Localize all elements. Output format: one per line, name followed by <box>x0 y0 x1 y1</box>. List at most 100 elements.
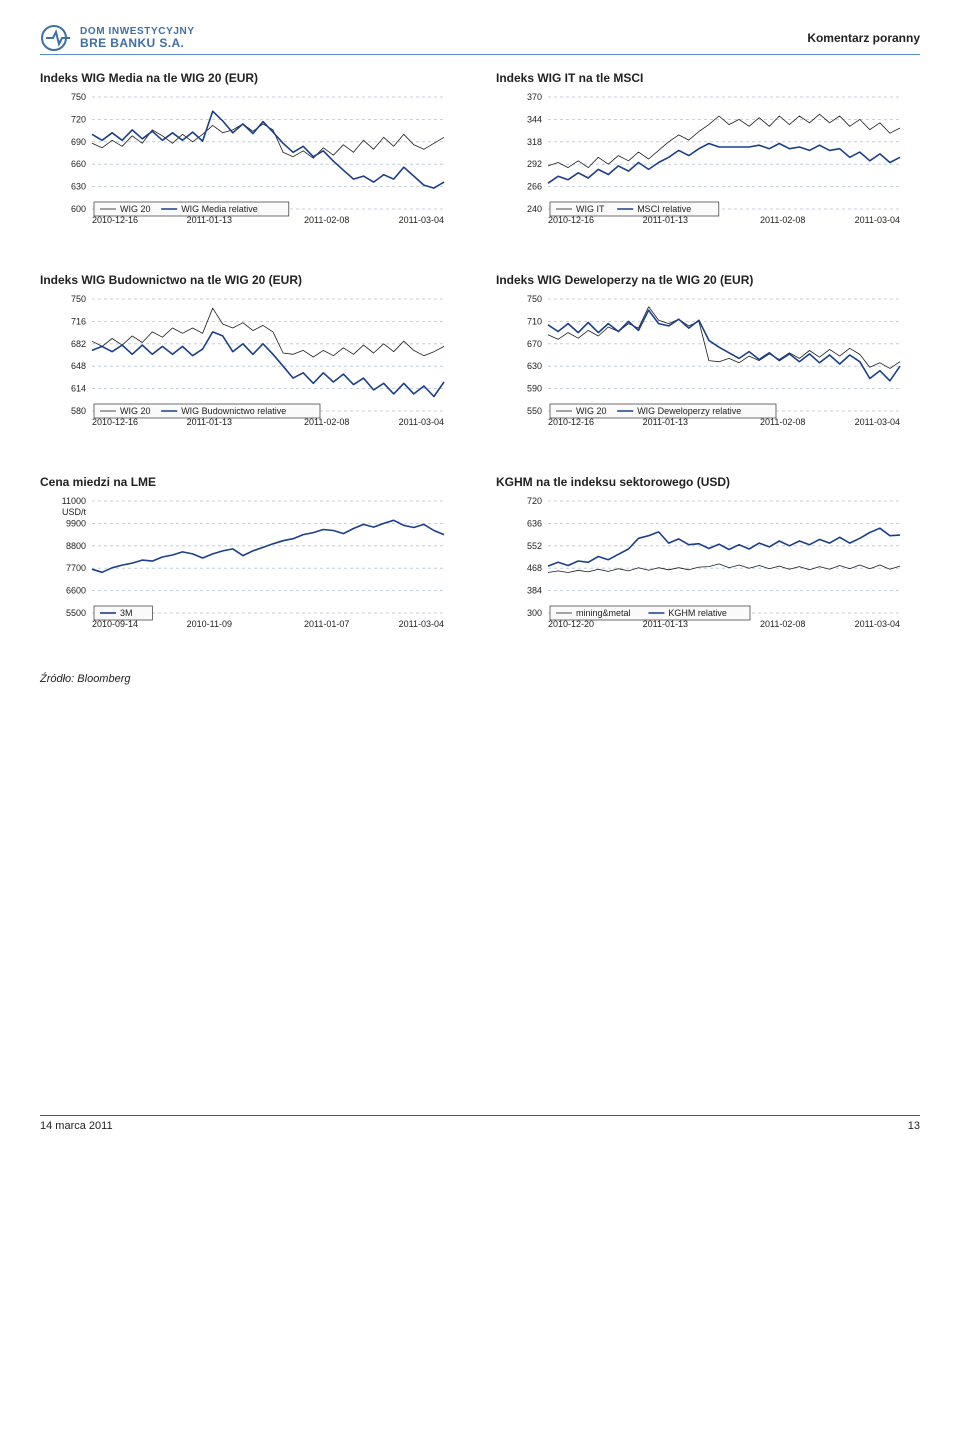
svg-text:WIG IT: WIG IT <box>576 204 605 214</box>
svg-text:2011-03-04: 2011-03-04 <box>399 417 444 427</box>
svg-text:2011-03-04: 2011-03-04 <box>399 215 444 225</box>
svg-text:720: 720 <box>71 114 86 124</box>
svg-text:370: 370 <box>527 92 542 102</box>
svg-text:2010-12-16: 2010-12-16 <box>548 215 594 225</box>
svg-text:636: 636 <box>527 518 542 528</box>
svg-text:648: 648 <box>71 361 86 371</box>
svg-text:2011-02-08: 2011-02-08 <box>760 619 805 629</box>
svg-text:614: 614 <box>71 384 86 394</box>
logo: DOM INWESTYCYJNY BRE BANKU S.A. <box>40 24 195 52</box>
svg-text:2011-03-04: 2011-03-04 <box>855 417 900 427</box>
svg-text:2011-01-13: 2011-01-13 <box>187 417 232 427</box>
series-line <box>548 528 900 566</box>
svg-text:600: 600 <box>71 204 86 214</box>
svg-text:2010-12-16: 2010-12-16 <box>548 417 594 427</box>
svg-text:3M: 3M <box>120 608 133 618</box>
svg-text:266: 266 <box>527 182 542 192</box>
chart-title: Indeks WIG Deweloperzy na tle WIG 20 (EU… <box>496 273 920 287</box>
series-line <box>92 520 444 572</box>
svg-text:630: 630 <box>527 361 542 371</box>
logo-line2: BRE BANKU S.A. <box>80 37 195 49</box>
svg-text:MSCI relative: MSCI relative <box>637 204 691 214</box>
svg-text:682: 682 <box>71 339 86 349</box>
svg-text:6600: 6600 <box>66 586 86 596</box>
chart-title: Indeks WIG Media na tle WIG 20 (EUR) <box>40 71 464 85</box>
svg-text:2011-03-04: 2011-03-04 <box>855 619 900 629</box>
svg-text:2010-09-14: 2010-09-14 <box>92 619 138 629</box>
svg-text:2011-03-04: 2011-03-04 <box>399 619 444 629</box>
svg-text:630: 630 <box>71 182 86 192</box>
source: Źródło: Bloomberg <box>40 673 920 685</box>
svg-text:2011-01-13: 2011-01-13 <box>187 215 232 225</box>
svg-text:2010-12-20: 2010-12-20 <box>548 619 594 629</box>
svg-text:2010-11-09: 2010-11-09 <box>187 619 232 629</box>
svg-text:716: 716 <box>71 316 86 326</box>
series-line <box>92 111 444 188</box>
footer-date: 14 marca 2011 <box>40 1120 113 1132</box>
chart-title: KGHM na tle indeksu sektorowego (USD) <box>496 475 920 489</box>
chart-svg: 7507106706305905502010-12-162011-01-1320… <box>496 293 920 453</box>
svg-text:WIG 20: WIG 20 <box>576 406 607 416</box>
svg-text:690: 690 <box>71 137 86 147</box>
footer-page: 13 <box>908 1120 920 1132</box>
svg-text:552: 552 <box>527 541 542 551</box>
svg-text:USD/t: USD/t <box>62 507 87 517</box>
series-line <box>548 144 900 184</box>
svg-text:384: 384 <box>527 586 542 596</box>
svg-text:2011-02-08: 2011-02-08 <box>760 215 805 225</box>
svg-text:2011-01-07: 2011-01-07 <box>304 619 349 629</box>
svg-text:318: 318 <box>527 137 542 147</box>
chart-cell: Indeks WIG IT na tle MSCI 370 344 318 292 266… <box>496 71 920 251</box>
svg-text:WIG Budownictwo relative: WIG Budownictwo relative <box>181 406 286 416</box>
svg-text:2010-12-16: 2010-12-16 <box>92 215 138 225</box>
svg-text:292: 292 <box>527 159 542 169</box>
svg-text:2011-02-08: 2011-02-08 <box>760 417 805 427</box>
chart-cell: Cena miedzi na LME1100099008800770066005… <box>40 475 464 655</box>
series-line <box>548 114 900 167</box>
svg-text:2010-12-16: 2010-12-16 <box>92 417 138 427</box>
svg-text:WIG 20: WIG 20 <box>120 204 151 214</box>
svg-text:2011-01-13: 2011-01-13 <box>643 619 688 629</box>
svg-text:KGHM relative: KGHM relative <box>668 608 727 618</box>
series-line <box>92 124 444 158</box>
svg-text:WIG Deweloperzy relative: WIG Deweloperzy relative <box>637 406 741 416</box>
svg-text:590: 590 <box>527 384 542 394</box>
svg-text:670: 670 <box>527 339 542 349</box>
chart-cell: Indeks WIG Deweloperzy na tle WIG 20 (EU… <box>496 273 920 453</box>
chart-svg: 3703443182922662402010-12-162011-01-1320… <box>496 91 920 251</box>
chart-title: Indeks WIG IT na tle MSCI <box>496 71 920 85</box>
chart-cell: KGHM na tle indeksu sektorowego (USD) 720… <box>496 475 920 655</box>
series-line <box>92 332 444 397</box>
svg-text:750: 750 <box>71 294 86 304</box>
svg-text:2011-03-04: 2011-03-04 <box>855 215 900 225</box>
series-line <box>548 307 900 369</box>
series-line <box>548 310 900 381</box>
chart-cell: Indeks WIG Media na tle WIG 20 (EUR) 750 7… <box>40 71 464 251</box>
svg-text:2011-01-13: 2011-01-13 <box>643 417 688 427</box>
header-right: Komentarz poranny <box>807 31 920 45</box>
svg-text:2011-02-08: 2011-02-08 <box>304 215 349 225</box>
svg-text:720: 720 <box>527 496 542 506</box>
svg-text:WIG 20: WIG 20 <box>120 406 151 416</box>
logo-icon <box>40 24 74 52</box>
svg-text:7700: 7700 <box>66 563 86 573</box>
svg-text:468: 468 <box>527 563 542 573</box>
chart-title: Indeks WIG Budownictwo na tle WIG 20 (EU… <box>40 273 464 287</box>
chart-cell: Indeks WIG Budownictwo na tle WIG 20 (EU… <box>40 273 464 453</box>
chart-title: Cena miedzi na LME <box>40 475 464 489</box>
footer: 14 marca 2011 13 <box>40 1115 920 1132</box>
svg-text:mining&metal: mining&metal <box>576 608 631 618</box>
svg-text:750: 750 <box>527 294 542 304</box>
svg-text:5500: 5500 <box>66 608 86 618</box>
svg-text:2011-02-08: 2011-02-08 <box>304 417 349 427</box>
svg-text:660: 660 <box>71 159 86 169</box>
svg-text:580: 580 <box>71 406 86 416</box>
svg-text:11000: 11000 <box>62 496 86 506</box>
svg-text:WIG Media relative: WIG Media relative <box>181 204 258 214</box>
svg-text:344: 344 <box>527 114 542 124</box>
svg-text:240: 240 <box>527 204 542 214</box>
chart-svg: 1100099008800770066005500USD/t2010-09-14… <box>40 495 464 655</box>
svg-text:750: 750 <box>71 92 86 102</box>
chart-svg: 750 716 682 648 614 580 2010-12-16 2011-01-13 20… <box>40 293 464 453</box>
svg-text:300: 300 <box>527 608 542 618</box>
